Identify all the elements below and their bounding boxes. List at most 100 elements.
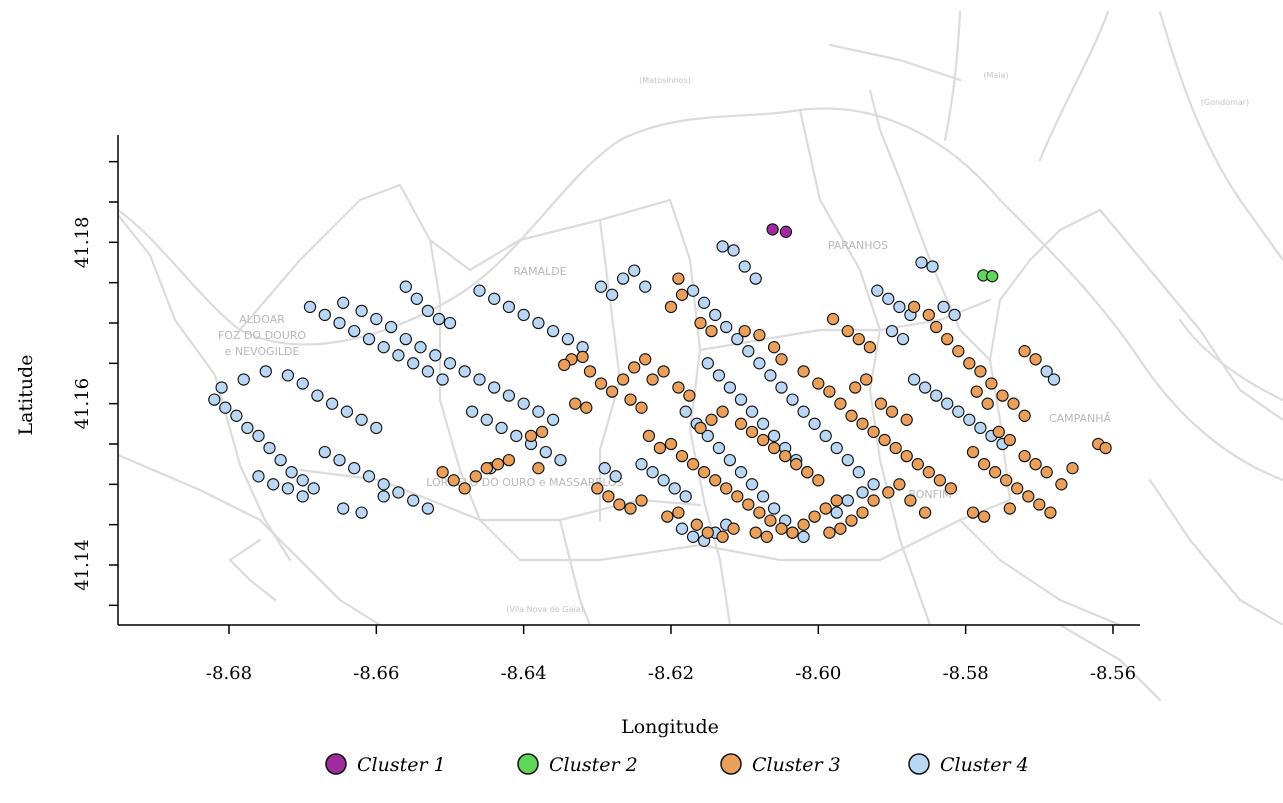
point-cluster-3: [760, 530, 773, 543]
map-label-matosinhos: (Matosinhos): [639, 76, 691, 85]
point-cluster-3: [502, 453, 516, 467]
point-cluster-3: [767, 341, 781, 354]
point-cluster-4: [896, 332, 910, 346]
point-cluster-4: [532, 316, 545, 330]
point-cluster-3: [900, 413, 913, 426]
point-cluster-3: [834, 522, 847, 535]
point-cluster-4: [756, 490, 770, 503]
point-cluster-3: [709, 474, 722, 487]
x-tick-label: -8.56: [1090, 663, 1136, 684]
point-cluster-3: [841, 324, 854, 338]
point-cluster-4: [841, 494, 854, 507]
point-cluster-3: [970, 385, 983, 398]
point-cluster-4: [701, 357, 714, 370]
point-cluster-3: [1018, 409, 1031, 422]
point-cluster-4: [333, 316, 346, 330]
point-cluster-3: [834, 397, 847, 410]
point-cluster-4: [686, 284, 700, 297]
point-cluster-3: [591, 482, 604, 495]
point-cluster-4: [259, 365, 272, 378]
point-cluster-3: [977, 510, 991, 523]
point-cluster-3: [797, 365, 810, 378]
point-cluster-3: [605, 385, 619, 398]
point-cluster-4: [318, 308, 331, 322]
point-cluster-3: [767, 441, 781, 455]
point-cluster-3: [727, 522, 740, 535]
point-cluster-4: [723, 453, 737, 467]
point-cluster-3: [845, 409, 858, 422]
point-cluster-3: [786, 526, 799, 539]
point-cluster-3: [1011, 482, 1024, 495]
point-cluster-4: [473, 373, 486, 386]
point-cluster-3: [672, 506, 685, 519]
point-cluster-4: [723, 381, 737, 394]
point-cluster-3: [966, 445, 980, 459]
point-cluster-4: [952, 405, 965, 418]
y-axis-title: Latitude: [15, 355, 37, 436]
point-cluster-4: [241, 421, 254, 435]
point-cluster-3: [675, 288, 689, 301]
point-cluster-3: [753, 328, 766, 342]
street-map-background: (Matosinhos) (Maia) (Gondomar) RAMALDE P…: [118, 10, 1283, 702]
point-cluster-3: [458, 482, 471, 495]
point-cluster-4: [252, 429, 265, 443]
x-tick-label: -8.68: [206, 663, 252, 684]
point-cluster-3: [694, 316, 707, 330]
point-cluster-3: [911, 458, 924, 471]
point-cluster-4: [742, 345, 755, 358]
point-cluster-3: [823, 526, 836, 539]
point-cluster-3: [491, 458, 505, 471]
point-cluster-4: [473, 284, 486, 297]
x-tick-label: -8.62: [648, 663, 694, 684]
point-cluster-3: [918, 506, 932, 519]
point-cluster-4: [915, 256, 928, 269]
point-cluster-4: [348, 324, 361, 338]
point-cluster-3: [863, 341, 877, 354]
point-cluster-3: [1040, 466, 1053, 479]
point-cluster-4: [830, 506, 843, 519]
point-cluster-3: [966, 506, 980, 519]
point-cluster-4: [399, 280, 412, 293]
x-tick-label: -8.58: [943, 663, 989, 684]
point-cluster-4: [639, 280, 652, 293]
point-cluster-4: [937, 300, 950, 314]
point-cluster-4: [230, 409, 243, 422]
axes: -8.68 -8.66 -8.64 -8.62 -8.60 -8.58 -8.56 41.1…: [15, 135, 1140, 738]
point-cluster-4: [436, 373, 449, 386]
point-cluster-3: [812, 377, 825, 390]
point-cluster-4: [749, 272, 762, 285]
point-cluster-3: [1029, 353, 1042, 366]
point-cluster-4: [421, 502, 435, 515]
point-cluster-3: [893, 478, 906, 491]
point-cluster-3: [653, 441, 667, 455]
point-cluster-4: [421, 304, 435, 318]
map-label-gondomar: (Gondomar): [1201, 98, 1249, 107]
point-cluster-3: [756, 433, 770, 447]
point-cluster-4: [893, 300, 906, 314]
point-cluster-3: [697, 466, 711, 479]
y-tick-label: 41.16: [72, 378, 93, 430]
point-cluster-3: [1007, 397, 1020, 410]
legend-label-2: Cluster 2: [549, 754, 638, 776]
legend: Cluster 1 Cluster 2 Cluster 3 Cluster 4: [325, 753, 1029, 776]
point-cluster-4: [727, 244, 740, 257]
point-cluster-3: [694, 421, 707, 435]
point-cluster-3: [749, 526, 762, 539]
point-cluster-3: [812, 474, 825, 487]
point-cluster-3: [985, 377, 998, 390]
map-label-nevogilde: e NEVOGILDE: [225, 345, 300, 358]
point-cluster-4: [546, 413, 560, 426]
point-cluster-3: [941, 332, 954, 346]
point-cluster-4: [635, 458, 648, 471]
point-cluster-4: [1047, 373, 1061, 386]
point-cluster-4: [392, 486, 405, 499]
point-cluster-4: [488, 292, 501, 305]
point-cluster-3: [988, 466, 1002, 479]
point-cluster-4: [830, 441, 843, 455]
point-cluster-3: [826, 312, 840, 326]
point-cluster-3: [775, 522, 788, 535]
point-cluster-3: [1003, 502, 1016, 515]
map-label-maia: (Maia): [983, 71, 1008, 80]
point-cluster-3: [686, 458, 700, 471]
